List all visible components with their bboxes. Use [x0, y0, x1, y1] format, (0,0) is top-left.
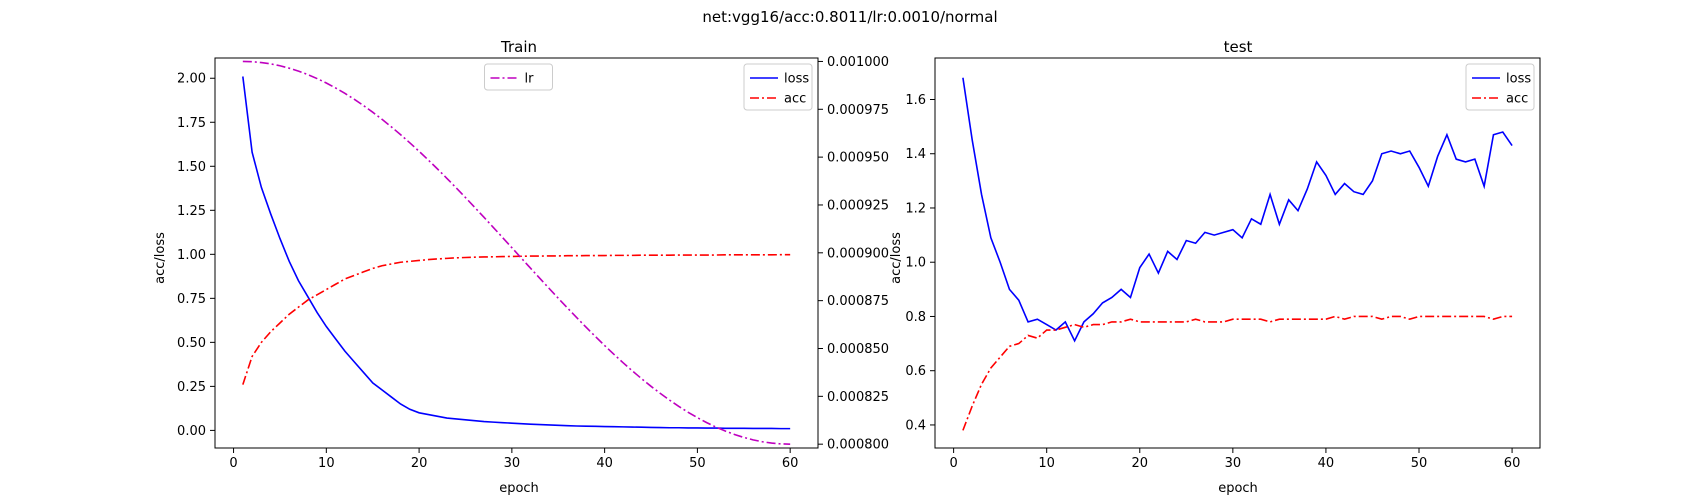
legend-label-lr: lr	[525, 72, 535, 87]
y-tick-label: 1.6	[905, 93, 926, 108]
y-tick-label: 0.25	[177, 380, 206, 395]
legend-upper-right: loss acc	[743, 63, 813, 111]
y2-tick-label: 0.000875	[827, 294, 889, 309]
x-tick-label: 10	[1038, 456, 1055, 471]
y-tick-label: 1.2	[905, 201, 926, 216]
x-tick-label: 60	[1504, 456, 1521, 471]
x-tick-label: 50	[1411, 456, 1428, 471]
y-tick-label: 0.8	[905, 310, 926, 325]
train-panel: Train epoch acc/loss 0 10 20 30 40 50 60 0.00 0.…	[153, 38, 889, 496]
legend-label-acc: acc	[784, 92, 806, 107]
legend-upper-right: loss acc	[1465, 63, 1535, 111]
y2-tick-label: 0.000800	[827, 438, 889, 453]
y-tick-label: 1.0	[905, 256, 926, 271]
y-tick-label: 0.50	[177, 336, 206, 351]
series-line-loss	[962, 77, 1513, 343]
y-tick-label: 1.4	[905, 147, 926, 162]
test-title: test	[1224, 38, 1253, 56]
y2-tick-label: 0.000850	[827, 342, 889, 357]
y-tick-label: 2.00	[177, 72, 206, 87]
legend-box	[743, 63, 813, 111]
y-tick-label: 1.75	[177, 116, 206, 131]
y-tick-label: 0.75	[177, 292, 206, 307]
y-tick-label: 0.00	[177, 424, 206, 439]
legend-box	[484, 63, 553, 91]
x-tick-label: 40	[596, 456, 613, 471]
test-xlabel: epoch	[1218, 481, 1258, 496]
y2-tick-label: 0.000975	[827, 103, 889, 118]
x-tick-label: 30	[1225, 456, 1242, 471]
train-ylabel: acc/loss	[153, 232, 168, 284]
y-tick-label: 0.6	[905, 364, 926, 379]
series-line-loss	[242, 76, 791, 430]
x-tick-label: 0	[229, 456, 237, 471]
y2-tick-label: 0.000900	[827, 246, 889, 261]
figure-suptitle: net:vgg16/acc:0.8011/lr:0.0010/normal	[702, 8, 997, 26]
series-line-lr	[242, 60, 791, 445]
y-tick-label: 1.50	[177, 160, 206, 175]
legend-label-loss: loss	[1506, 72, 1531, 87]
y2-tick-label: 0.000950	[827, 151, 889, 166]
x-tick-label: 10	[318, 456, 335, 471]
x-tick-label: 60	[782, 456, 799, 471]
legend-label-loss: loss	[784, 72, 809, 87]
series-line-acc	[242, 253, 791, 385]
y-tick-label: 1.00	[177, 248, 206, 263]
x-tick-label: 20	[1131, 456, 1148, 471]
test-panel: test epoch acc/loss 0 10 20 30 40 50 60 0.4 0.6 0…	[889, 38, 1541, 496]
y-tick-label: 0.4	[905, 418, 926, 433]
y-tick-label: 1.25	[177, 204, 206, 219]
x-tick-label: 0	[949, 456, 957, 471]
legend-label-acc: acc	[1506, 92, 1528, 107]
x-tick-label: 40	[1318, 456, 1335, 471]
y2-tick-label: 0.000925	[827, 198, 889, 213]
train-xlabel: epoch	[499, 481, 539, 496]
x-tick-label: 30	[504, 456, 521, 471]
plot-frame	[934, 57, 1541, 449]
x-tick-label: 50	[689, 456, 706, 471]
y2-tick-label: 0.000825	[827, 390, 889, 405]
series-line-acc	[962, 315, 1513, 431]
y2-tick-label: 0.001000	[827, 55, 889, 70]
legend-upper-center: lr	[484, 63, 553, 91]
x-tick-label: 20	[411, 456, 428, 471]
train-title: Train	[500, 38, 537, 56]
test-ylabel: acc/loss	[889, 232, 904, 284]
legend-box	[1465, 63, 1535, 111]
